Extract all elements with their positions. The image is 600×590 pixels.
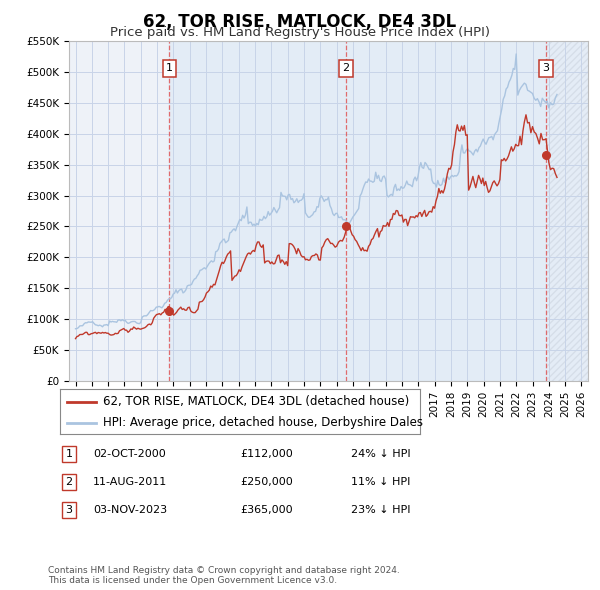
Text: 02-OCT-2000: 02-OCT-2000 [93,450,166,459]
Text: 2: 2 [65,477,73,487]
Text: 2: 2 [343,64,350,73]
Text: Price paid vs. HM Land Registry's House Price Index (HPI): Price paid vs. HM Land Registry's House … [110,26,490,39]
Text: 3: 3 [65,505,73,514]
Text: 62, TOR RISE, MATLOCK, DE4 3DL (detached house): 62, TOR RISE, MATLOCK, DE4 3DL (detached… [103,395,409,408]
Text: 11-AUG-2011: 11-AUG-2011 [93,477,167,487]
Text: 11% ↓ HPI: 11% ↓ HPI [351,477,410,487]
Text: 3: 3 [542,64,550,73]
Text: £365,000: £365,000 [240,505,293,514]
Text: 24% ↓ HPI: 24% ↓ HPI [351,450,410,459]
Text: 1: 1 [166,64,173,73]
Text: HPI: Average price, detached house, Derbyshire Dales: HPI: Average price, detached house, Derb… [103,416,423,429]
Text: 62, TOR RISE, MATLOCK, DE4 3DL: 62, TOR RISE, MATLOCK, DE4 3DL [143,13,457,31]
Bar [546,41,588,381]
Bar [169,41,546,381]
Text: £250,000: £250,000 [240,477,293,487]
Text: 03-NOV-2023: 03-NOV-2023 [93,505,167,514]
Text: Contains HM Land Registry data © Crown copyright and database right 2024.
This d: Contains HM Land Registry data © Crown c… [48,566,400,585]
Text: £112,000: £112,000 [240,450,293,459]
Text: 23% ↓ HPI: 23% ↓ HPI [351,505,410,514]
Text: 1: 1 [65,450,73,459]
